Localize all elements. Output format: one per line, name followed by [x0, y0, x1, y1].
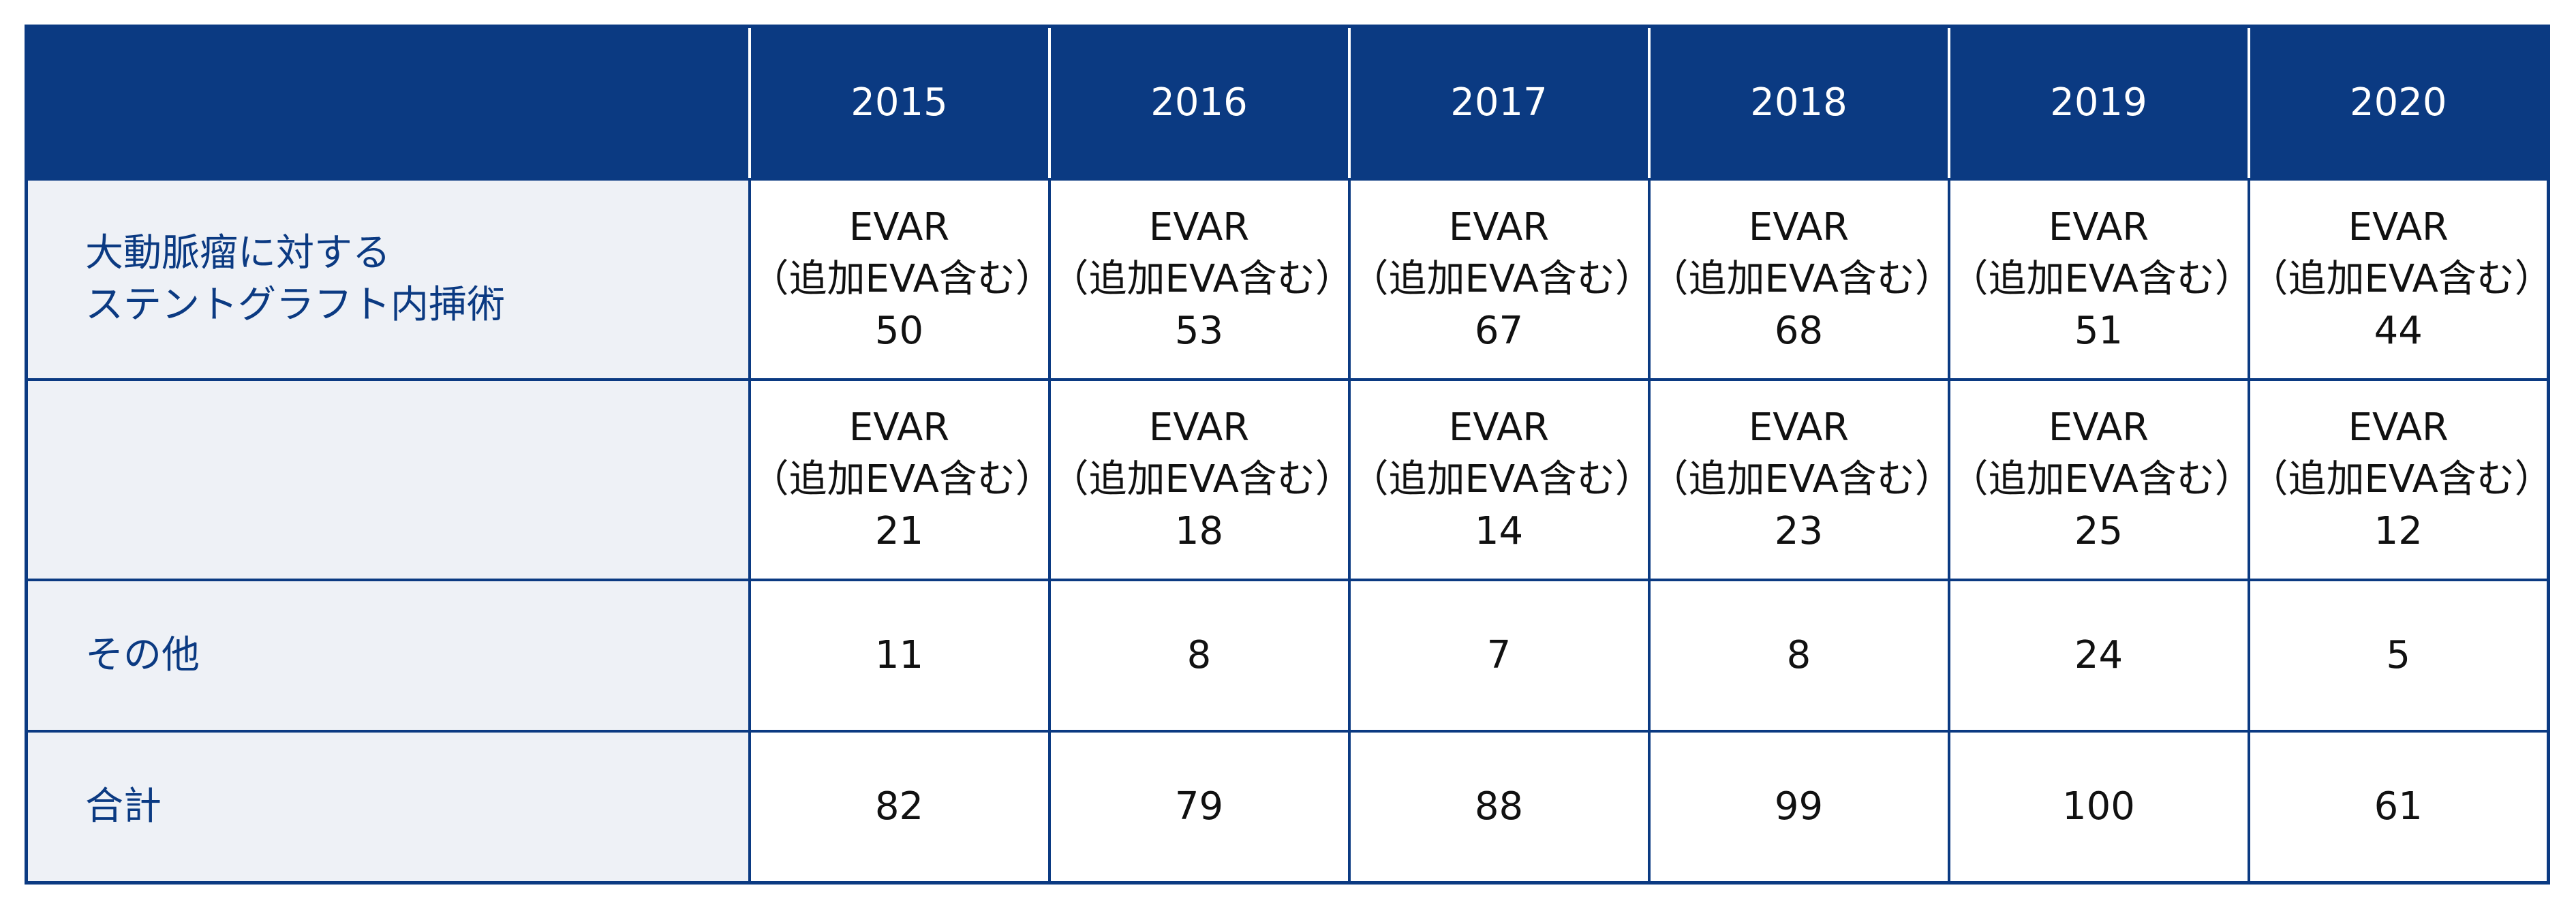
data-table: 2015 2016 2017 2018 2019 2020 大動脈瘤に対するステントグラフ…: [25, 25, 2553, 885]
table-wrapper: 2015 2016 2017 2018 2019 2020 大動脈瘤に対するステントグラフ…: [25, 25, 2553, 885]
table-row: EVAR （追加EVA含む） 21 EVAR （追加EVA含む） 18 EVAR （追加EVA…: [25, 378, 2553, 581]
header-row: 2015 2016 2017 2018 2019 2020: [25, 25, 2550, 181]
count: 61: [2374, 784, 2423, 829]
data-cell: 5: [2247, 579, 2550, 733]
year-header: 2020: [2247, 25, 2550, 181]
count: 99: [1774, 784, 1824, 829]
year-header: 2017: [1347, 25, 1651, 181]
row-label: 大動脈瘤に対するステントグラフト内挿術: [25, 178, 751, 381]
count: 14: [1474, 509, 1524, 553]
row-label-line: 合計: [85, 784, 162, 829]
count: 50: [874, 309, 924, 353]
count: 67: [1474, 309, 1524, 353]
count: 8: [1786, 633, 1811, 677]
method: EVAR: [1748, 405, 1850, 450]
count: 5: [2386, 633, 2411, 677]
data-cell: 88: [1347, 730, 1651, 885]
count: 11: [874, 633, 924, 677]
count: 44: [2374, 309, 2423, 353]
row-label: その他: [25, 579, 751, 733]
year-header: 2018: [1647, 25, 1950, 181]
table-row: 合計 82 79 88 99 100 61: [25, 730, 2550, 885]
method-note: （追加EVA含む）: [1050, 457, 1353, 502]
method-note: （追加EVA含む）: [1350, 257, 1653, 301]
year-header: 2016: [1047, 25, 1351, 181]
table-row: その他 11 8 7 8 24 5: [25, 579, 2550, 733]
data-cell: 24: [1947, 579, 2250, 733]
count: 88: [1474, 784, 1524, 829]
data-cell: EVAR （追加EVA含む） 18: [1047, 378, 1353, 581]
data-cell: EVAR （追加EVA含む） 21: [748, 378, 1054, 581]
method: EVAR: [848, 405, 950, 450]
count: 18: [1174, 509, 1224, 553]
count: 7: [1486, 633, 1512, 677]
method-note: （追加EVA含む）: [1650, 457, 1953, 502]
count: 21: [874, 509, 924, 553]
data-cell: 11: [748, 579, 1051, 733]
method-note: （追加EVA含む）: [750, 457, 1054, 502]
corner-cell: [25, 25, 751, 181]
count: 8: [1186, 633, 1212, 677]
data-cell: 82: [748, 730, 1051, 885]
data-cell: 61: [2247, 730, 2550, 885]
method: EVAR: [1748, 205, 1850, 249]
method-note: （追加EVA含む）: [2250, 257, 2553, 301]
data-cell: EVAR （追加EVA含む） 14: [1347, 378, 1653, 581]
method: EVAR: [848, 205, 950, 249]
method: EVAR: [1448, 205, 1550, 249]
count: 51: [2074, 309, 2123, 353]
data-cell: EVAR （追加EVA含む） 25: [1947, 378, 2253, 581]
method-note: （追加EVA含む）: [2250, 457, 2553, 502]
data-cell: EVAR （追加EVA含む） 23: [1647, 378, 1953, 581]
method: EVAR: [2048, 205, 2149, 249]
data-cell: EVAR （追加EVA含む） 44: [2247, 178, 2553, 381]
count: 24: [2074, 633, 2123, 677]
count: 53: [1174, 309, 1224, 353]
method: EVAR: [1148, 405, 1250, 450]
count: 12: [2374, 509, 2423, 553]
count: 25: [2074, 509, 2123, 553]
data-cell: 8: [1047, 579, 1351, 733]
count: 100: [2062, 784, 2135, 829]
row-label-line: ステントグラフト内挿術: [85, 283, 505, 327]
data-cell: 100: [1947, 730, 2250, 885]
method-note: （追加EVA含む）: [1950, 257, 2253, 301]
row-label-line: 大動脈瘤に対する: [85, 231, 390, 275]
count: 82: [874, 784, 924, 829]
data-cell: EVAR （追加EVA含む） 53: [1047, 178, 1353, 381]
row-label-line: その他: [85, 633, 200, 677]
count: 79: [1174, 784, 1224, 829]
data-cell: EVAR （追加EVA含む） 68: [1647, 178, 1953, 381]
data-cell: 7: [1347, 579, 1651, 733]
method: EVAR: [1148, 205, 1250, 249]
method: EVAR: [2348, 205, 2449, 249]
method-note: （追加EVA含む）: [1350, 457, 1653, 502]
row-label: [25, 378, 751, 581]
year-header: 2015: [748, 25, 1051, 181]
year-header: 2019: [1947, 25, 2250, 181]
data-cell: 8: [1647, 579, 1950, 733]
data-cell: EVAR （追加EVA含む） 12: [2247, 378, 2553, 581]
data-cell: 99: [1647, 730, 1950, 885]
row-label: 合計: [25, 730, 751, 885]
data-cell: EVAR （追加EVA含む） 67: [1347, 178, 1653, 381]
method: EVAR: [2048, 405, 2149, 450]
table-row: 大動脈瘤に対するステントグラフト内挿術 EVAR （追加EVA含む） 50 EVAR （追…: [25, 178, 2553, 381]
count: 68: [1774, 309, 1824, 353]
count: 23: [1774, 509, 1824, 553]
data-cell: EVAR （追加EVA含む） 51: [1947, 178, 2253, 381]
data-cell: EVAR （追加EVA含む） 50: [748, 178, 1054, 381]
data-cell: 79: [1047, 730, 1351, 885]
method: EVAR: [2348, 405, 2449, 450]
method-note: （追加EVA含む）: [1950, 457, 2253, 502]
method: EVAR: [1448, 405, 1550, 450]
table-body: 大動脈瘤に対するステントグラフト内挿術 EVAR （追加EVA含む） 50 EVAR （追…: [25, 178, 2553, 885]
method-note: （追加EVA含む）: [750, 257, 1054, 301]
method-note: （追加EVA含む）: [1050, 257, 1353, 301]
method-note: （追加EVA含む）: [1650, 257, 1953, 301]
